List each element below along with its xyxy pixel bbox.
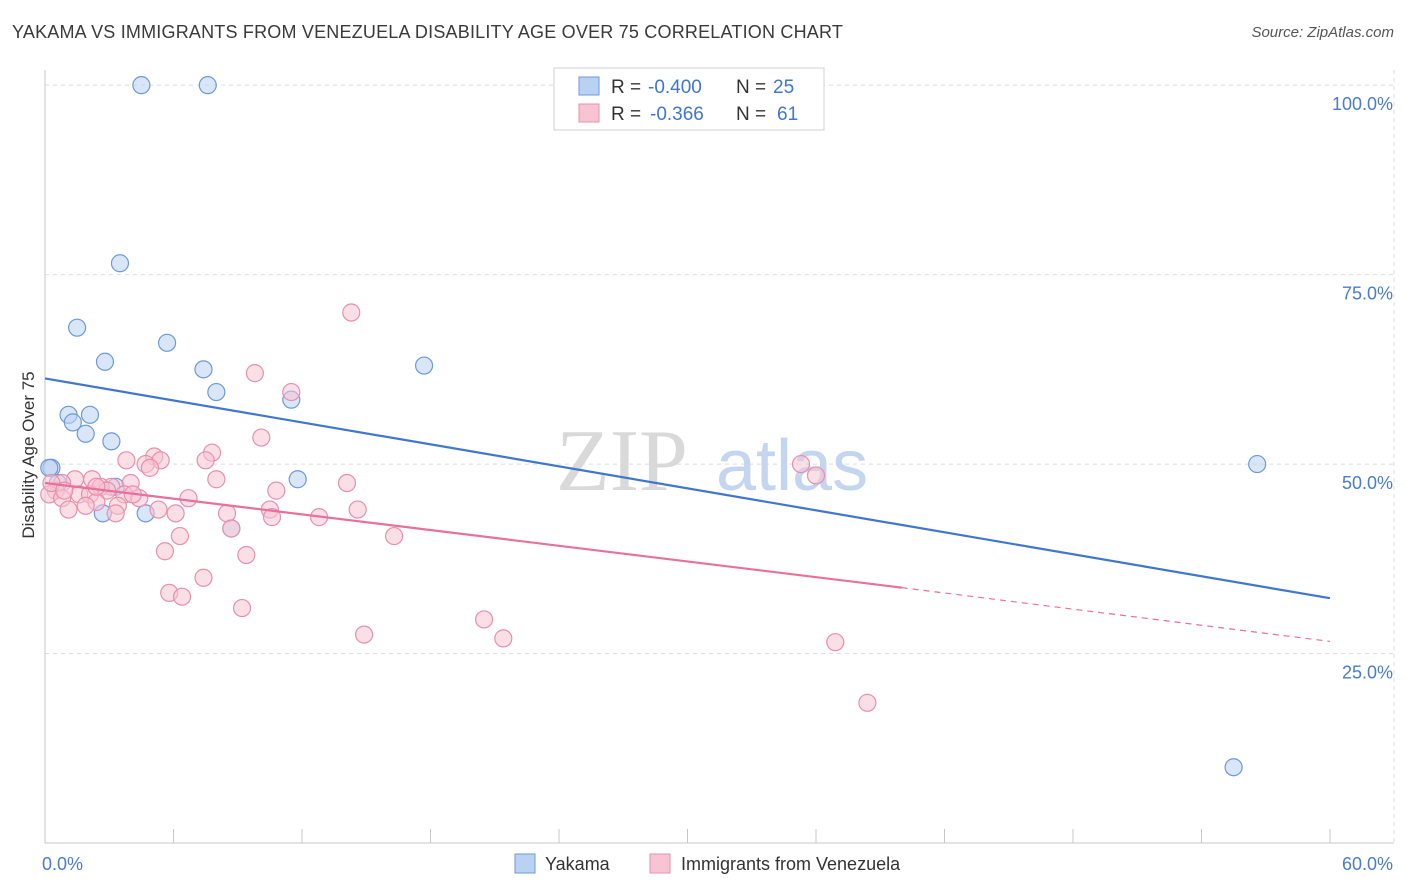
point-venezuela <box>791 454 811 474</box>
point-venezuela <box>826 633 845 652</box>
point-venezuela <box>149 500 168 519</box>
point-yakama <box>40 458 59 477</box>
legend-r-label-1: R = <box>611 77 641 98</box>
point-venezuela <box>217 504 237 523</box>
legend-r-venezuela: -0.366 <box>650 104 704 125</box>
y-tick-label: 75.0% <box>1342 284 1393 304</box>
point-venezuela <box>117 451 136 470</box>
bottom-legend-yakama: Yakama <box>545 854 611 874</box>
source-label: Source: ZipAtlas.com <box>1251 24 1394 41</box>
point-yakama <box>76 424 95 443</box>
point-venezuela <box>207 470 226 489</box>
trend-line-yakama <box>44 377 1331 600</box>
point-yakama <box>207 382 226 402</box>
point-venezuela <box>262 508 282 527</box>
point-yakama <box>68 318 87 337</box>
point-venezuela <box>474 610 494 629</box>
legend-box: R = -0.400 N = 25 R = -0.366 N = 61 <box>553 67 825 131</box>
point-venezuela <box>170 526 190 546</box>
point-yakama <box>157 333 177 352</box>
watermark-atlas: atlas <box>716 426 868 506</box>
point-venezuela <box>342 303 361 322</box>
point-venezuela <box>172 587 192 606</box>
legend-n-label-1: N = <box>736 77 766 98</box>
point-yakama <box>198 76 217 95</box>
point-yakama <box>80 405 100 424</box>
legend-n-yakama: 25 <box>773 77 794 98</box>
y-tick-label: 100.0% <box>1332 94 1393 114</box>
point-venezuela <box>267 481 286 500</box>
point-venezuela <box>166 504 185 523</box>
chart-title: YAKAMA VS IMMIGRANTS FROM VENEZUELA DISA… <box>12 22 844 42</box>
point-venezuela <box>384 526 404 546</box>
point-venezuela <box>196 451 215 470</box>
point-venezuela <box>806 466 826 485</box>
point-yakama <box>132 76 151 95</box>
legend-swatch-yakama <box>578 76 600 96</box>
trend-lines <box>44 377 1331 643</box>
axes <box>44 70 1394 844</box>
point-venezuela <box>237 545 256 565</box>
point-venezuela <box>355 625 374 644</box>
point-yakama <box>288 470 307 489</box>
point-yakama <box>63 413 82 432</box>
legend-r-yakama: -0.400 <box>648 77 702 98</box>
point-venezuela <box>59 500 78 519</box>
point-yakama <box>1224 758 1243 777</box>
x-tick-label-max: 60.0% <box>1342 854 1393 874</box>
point-venezuela <box>858 693 877 712</box>
legend-n-label-2: N = <box>736 104 766 125</box>
legend-n-venezuela: 61 <box>777 104 798 125</box>
point-yakama <box>1248 454 1267 474</box>
legend-r-label-2: R = <box>611 104 641 125</box>
trend-line-venezuela-extrapolated <box>901 587 1331 643</box>
bottom-legend-swatch-venezuela <box>649 853 671 874</box>
point-venezuela <box>348 500 367 519</box>
bottom-legend-venezuela: Immigrants from Venezuela <box>681 854 901 874</box>
point-venezuela <box>337 473 357 493</box>
point-venezuela <box>194 568 213 587</box>
point-venezuela <box>106 504 125 523</box>
point-yakama <box>95 352 115 371</box>
watermark-zip: ZIP <box>556 413 688 510</box>
y-axis-label: Disability Age Over 75 <box>19 371 38 538</box>
point-venezuela <box>87 477 106 496</box>
trend-line-venezuela <box>44 481 902 589</box>
legend-swatch-venezuela <box>578 103 600 123</box>
y-tick-label: 50.0% <box>1342 473 1393 493</box>
point-yakama <box>102 432 121 451</box>
point-venezuela <box>155 542 175 561</box>
bottom-legend-swatch-yakama <box>514 853 536 874</box>
point-venezuela <box>282 382 301 402</box>
bottom-legend: Yakama Immigrants from Venezuela <box>514 853 901 874</box>
point-venezuela <box>222 519 241 538</box>
point-venezuela <box>252 428 271 447</box>
tick-labels: 25.0% 50.0% 75.0% 100.0% 0.0% 60.0% <box>42 94 1393 874</box>
point-venezuela <box>232 598 252 618</box>
point-venezuela <box>494 629 513 648</box>
point-venezuela <box>179 489 198 508</box>
x-tick-label-min: 0.0% <box>42 854 83 874</box>
point-venezuela <box>76 496 95 515</box>
y-tick-label: 25.0% <box>1342 663 1393 683</box>
point-yakama <box>194 360 213 379</box>
point-venezuela <box>245 364 264 383</box>
point-venezuela <box>140 458 160 477</box>
point-yakama <box>110 254 130 273</box>
point-yakama <box>414 356 434 375</box>
